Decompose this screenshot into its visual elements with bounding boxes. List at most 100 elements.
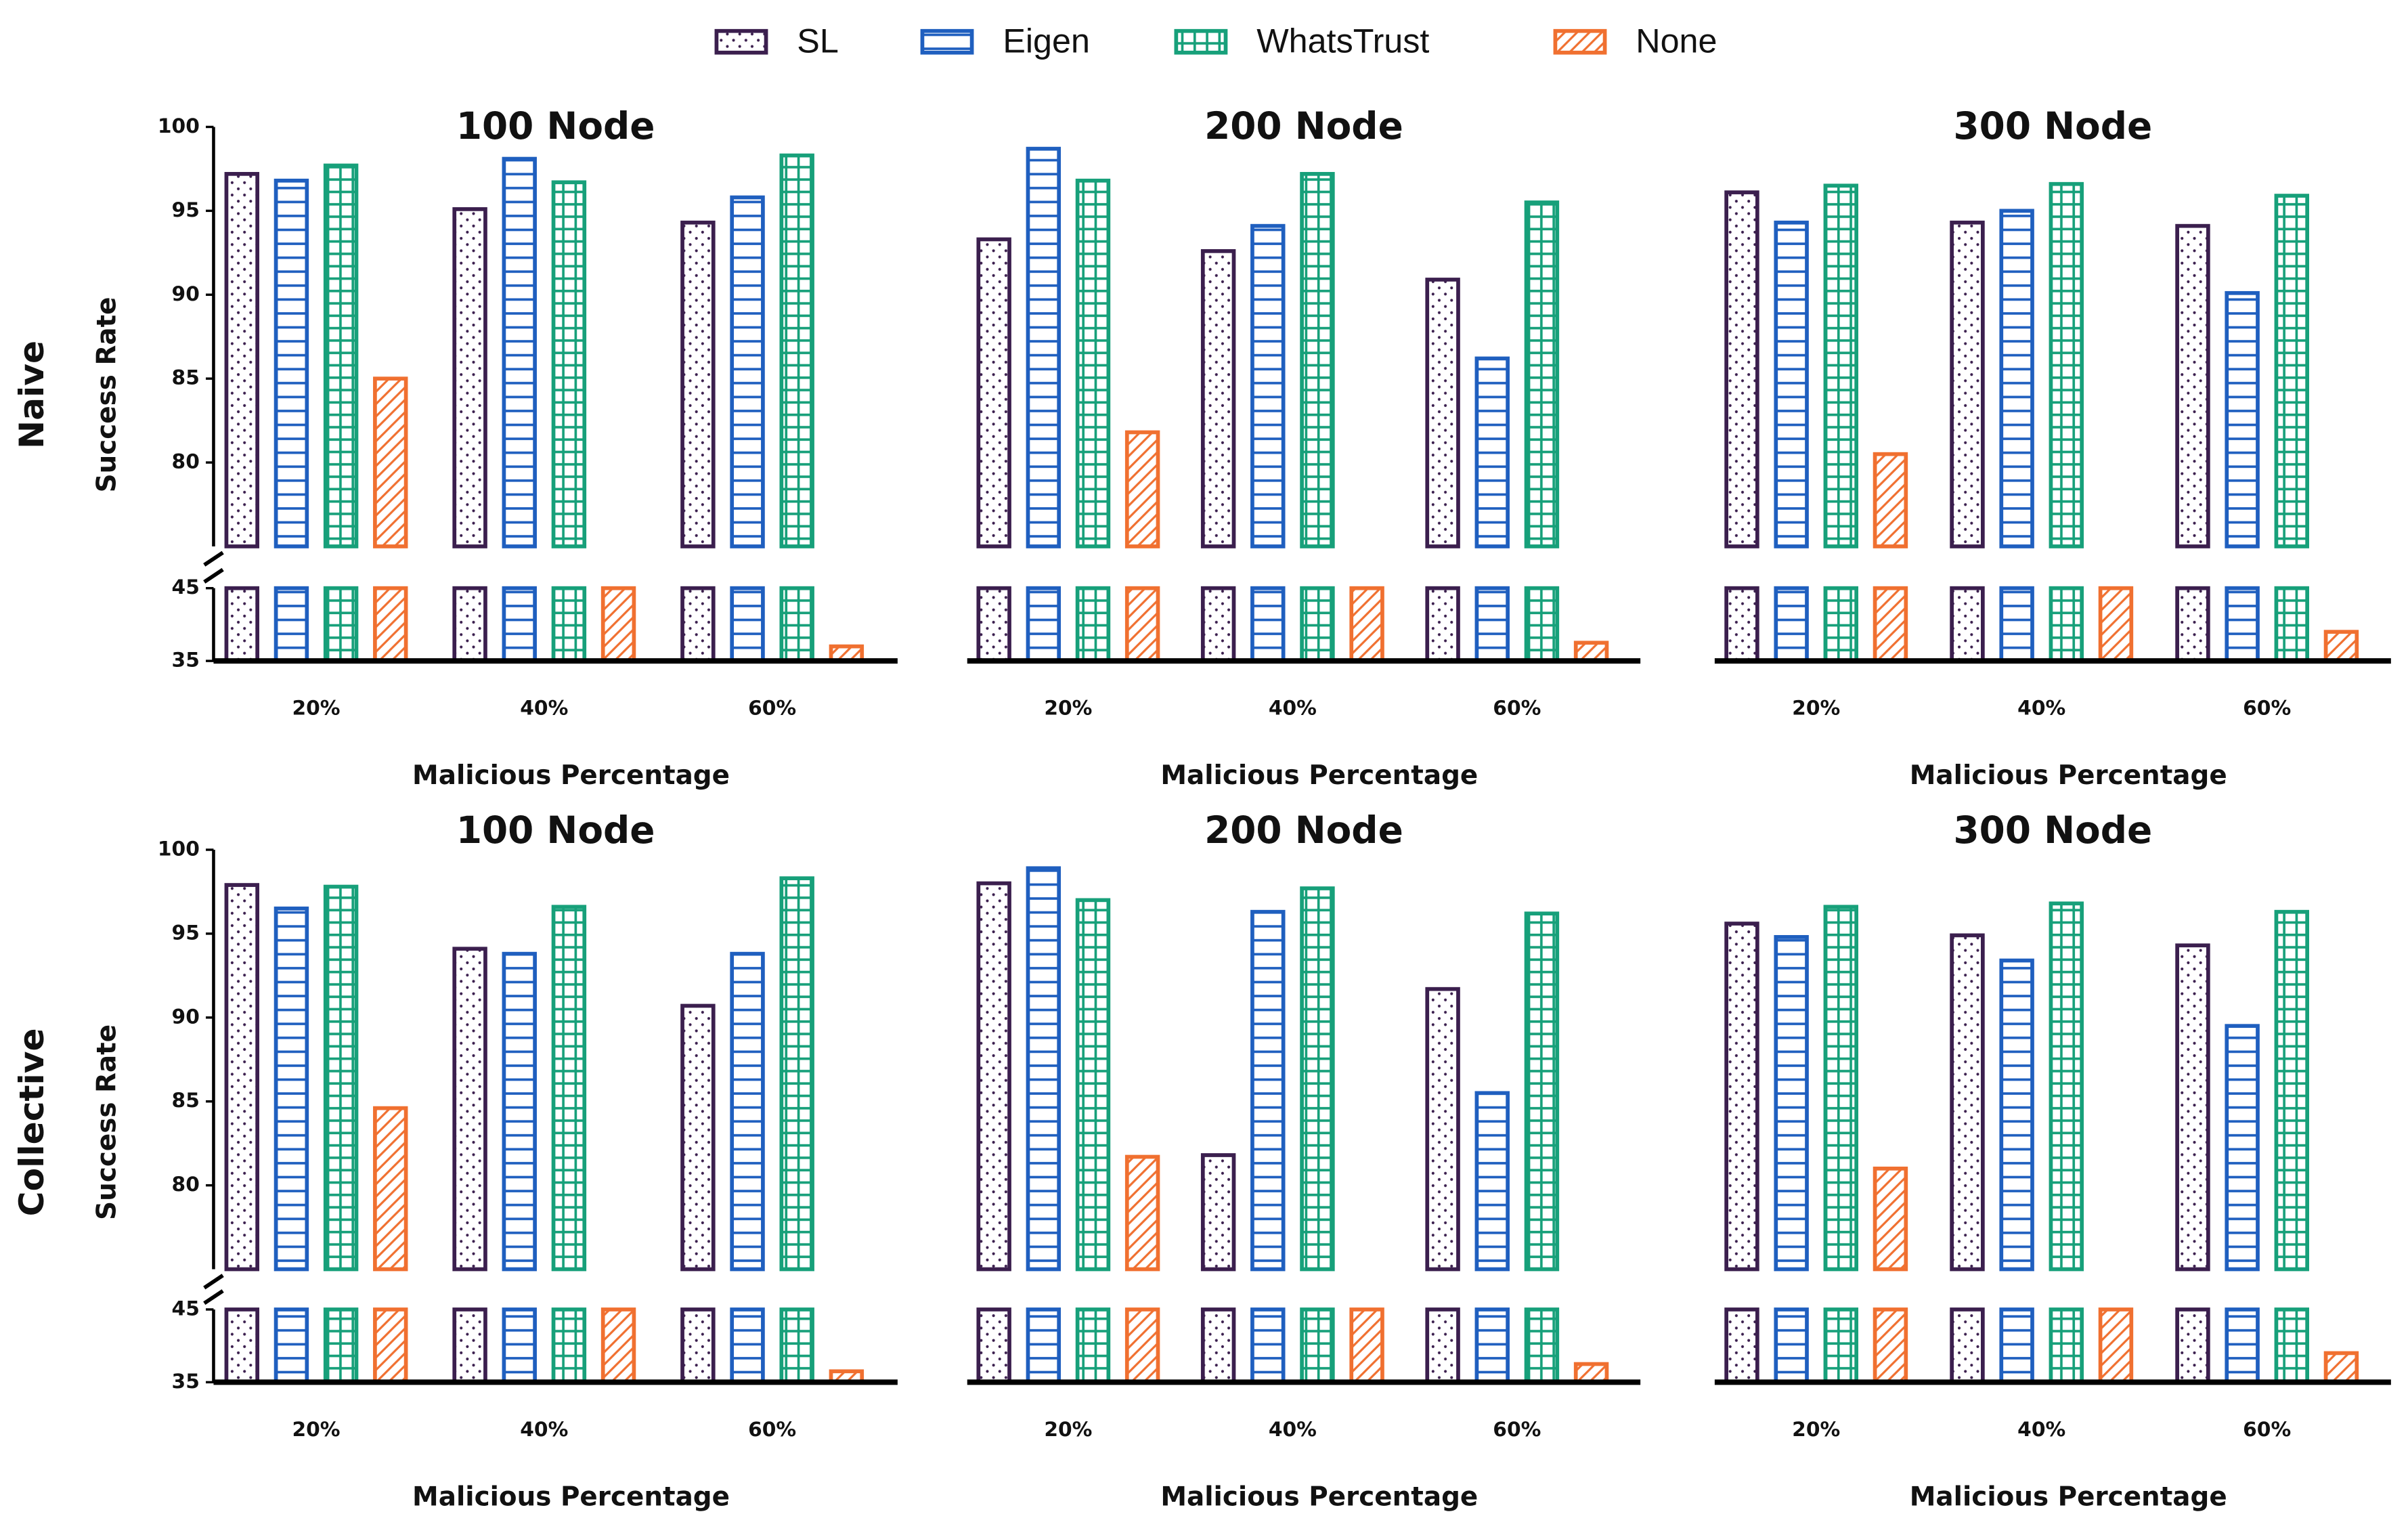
bar <box>551 180 587 548</box>
bar <box>1873 452 1908 548</box>
bar <box>273 178 309 548</box>
row-label: Naive <box>12 341 51 449</box>
bar <box>1774 220 1809 548</box>
chart-title: 200 Node <box>1204 808 1403 852</box>
y-tick-label: 90 <box>172 282 200 306</box>
bar <box>2323 630 2359 663</box>
bar <box>1724 922 1759 1272</box>
bar <box>2274 1307 2310 1385</box>
bar <box>2175 1307 2210 1385</box>
bar <box>1573 641 1609 663</box>
bar <box>373 586 408 663</box>
bar <box>224 171 260 548</box>
bar <box>1026 1307 1061 1385</box>
bar <box>323 586 359 663</box>
bar <box>551 905 587 1272</box>
bar <box>1474 356 1510 548</box>
bar <box>1075 898 1111 1272</box>
bar <box>1250 223 1286 548</box>
chart-title: 300 Node <box>1954 808 2153 852</box>
bar <box>502 156 537 548</box>
bar <box>452 207 487 548</box>
x-tick-label: 20% <box>1044 696 1092 720</box>
x-tick-label: 20% <box>1792 696 1840 720</box>
y-tick-label: 80 <box>172 450 200 474</box>
bar <box>1823 586 1859 663</box>
bar <box>1200 248 1236 548</box>
bar <box>2049 1307 2084 1385</box>
y-tick-label: 90 <box>172 1005 200 1029</box>
y-tick-label: 35 <box>172 1370 200 1393</box>
bar <box>1124 586 1160 663</box>
bar <box>2225 586 2260 663</box>
bar <box>730 951 765 1272</box>
bar <box>680 586 716 663</box>
bar <box>1873 1307 1908 1385</box>
bar <box>1300 586 1335 663</box>
bar <box>1999 209 2034 548</box>
bar <box>1950 933 1985 1272</box>
bar <box>976 237 1011 548</box>
bar <box>452 586 487 663</box>
bar <box>323 1307 359 1385</box>
bar <box>976 881 1011 1272</box>
bar <box>976 586 1011 663</box>
axis-break <box>203 1274 224 1290</box>
bar <box>1873 586 1908 663</box>
bar <box>1474 586 1510 663</box>
y-tick-label: 95 <box>172 198 200 222</box>
bar <box>730 195 765 548</box>
chart-title: 100 Node <box>456 104 655 148</box>
x-tick-label: 60% <box>748 1418 796 1442</box>
x-tick-label: 40% <box>2017 696 2065 720</box>
x-tick-label: 40% <box>1269 696 1317 720</box>
bar <box>502 951 537 1272</box>
bar <box>2274 909 2310 1272</box>
bar <box>1425 586 1460 663</box>
bar <box>779 586 814 663</box>
bar <box>1300 886 1335 1272</box>
x-axis-label: Malicious Percentage <box>1910 1481 2227 1512</box>
row-label: Collective <box>12 1028 51 1216</box>
bar <box>2098 586 2134 663</box>
bar <box>2274 194 2310 548</box>
bar <box>373 1106 408 1272</box>
y-axis-label: Success Rate <box>92 297 123 492</box>
bar <box>680 1307 716 1385</box>
bar <box>551 586 587 663</box>
legend-swatch <box>1553 28 1607 55</box>
x-axis-label: Malicious Percentage <box>1160 760 1478 791</box>
bar <box>1524 911 1560 1272</box>
bar <box>1474 1307 1510 1385</box>
bar <box>1999 958 2034 1272</box>
x-tick-label: 60% <box>2243 696 2291 720</box>
chart-title: 200 Node <box>1204 104 1403 148</box>
bar <box>1724 1307 1759 1385</box>
bar <box>1425 987 1460 1272</box>
axis-break <box>203 567 224 584</box>
bar <box>2175 223 2210 548</box>
y-tick-label: 100 <box>158 838 200 861</box>
legend-label: WhatsTrust <box>1256 21 1429 60</box>
bar <box>1075 586 1111 663</box>
bar <box>1349 586 1384 663</box>
axis-break <box>203 550 224 567</box>
bar <box>1524 586 1560 663</box>
bar <box>1026 146 1061 548</box>
bar <box>600 1307 636 1385</box>
bar <box>1774 586 1809 663</box>
x-axis-label: Malicious Percentage <box>412 1481 730 1512</box>
bar <box>1823 1307 1859 1385</box>
x-tick-label: 60% <box>1493 1418 1541 1442</box>
legend-label: None <box>1636 21 1717 60</box>
bar <box>373 1307 408 1385</box>
bar <box>1300 1307 1335 1385</box>
bar <box>1200 1307 1236 1385</box>
bar <box>2225 1024 2260 1272</box>
x-tick-label: 40% <box>520 1418 568 1442</box>
bar <box>273 1307 309 1385</box>
bar <box>680 220 716 548</box>
bar <box>1425 1307 1460 1385</box>
legend-label: SL <box>797 21 839 60</box>
